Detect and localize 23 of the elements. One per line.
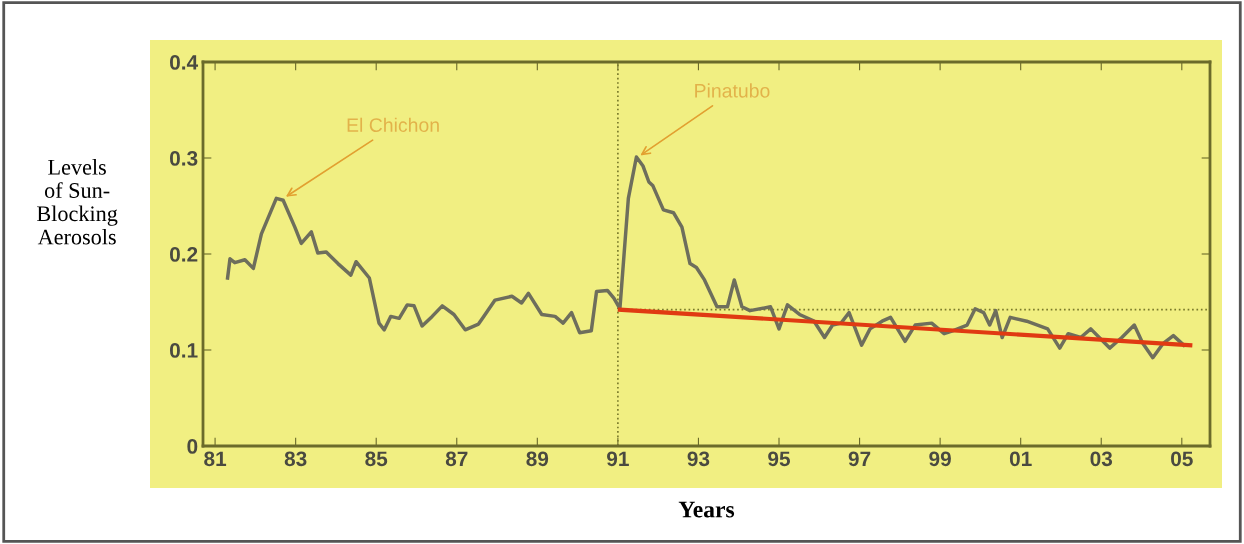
x-tick-label: 93	[687, 451, 710, 467]
y-tick-label: 0.4	[170, 55, 199, 70]
x-tick-label: 99	[929, 451, 951, 467]
x-tick-label: 91	[607, 451, 629, 467]
x-tick-label: 95	[768, 451, 791, 467]
y-tick-label: 0.3	[170, 151, 198, 166]
x-tick-label: 85	[365, 451, 388, 467]
x-tick-label: 97	[848, 451, 871, 467]
annotation: El Chichon	[347, 117, 439, 132]
line-series	[225, 155, 1186, 360]
x-tick-label: 05	[1171, 451, 1193, 467]
x-axis-title: Years	[678, 501, 735, 518]
y-tick-label: 0.2	[170, 247, 198, 262]
x-tick-label: 03	[1090, 451, 1113, 467]
x-tick-label: 89	[526, 451, 549, 467]
y-tick-label: 0	[187, 439, 198, 454]
x-tick-label: 83	[284, 451, 307, 467]
x-tick-label: 01	[1009, 451, 1032, 467]
annotation: Pinatubo	[695, 83, 770, 98]
x-tick-label: 81	[204, 451, 227, 467]
x-tick-label: 87	[445, 451, 468, 467]
y-tick-label: 0.1	[170, 343, 198, 358]
y-axis-title: Levels of Sun- Blocking Aerosols	[37, 159, 118, 245]
